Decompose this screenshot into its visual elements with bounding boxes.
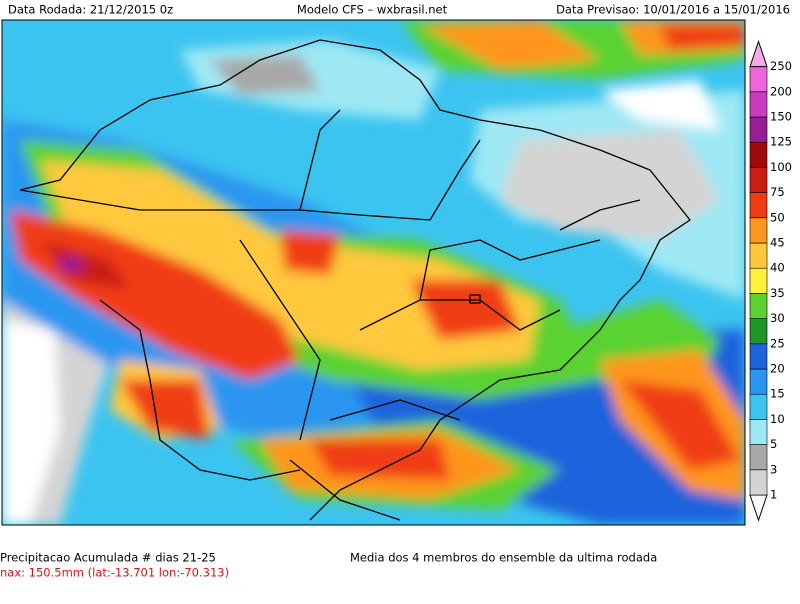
colorbar-label: 20 <box>770 362 785 376</box>
header-model: Modelo CFS – wxbrasil.net <box>297 3 448 17</box>
footer-max: nax: 150.5mm (lat:-13.701 lon:-70.313) <box>0 566 229 580</box>
colorbar-bin <box>749 242 768 269</box>
colorbar-bin <box>749 267 768 294</box>
header-run-date: Data Rodada: 21/12/2015 0z <box>8 3 173 17</box>
colorbar-label: 150 <box>770 110 792 124</box>
colorbar-label: 30 <box>770 311 785 325</box>
colorbar-bin <box>749 318 768 345</box>
colorbar-label: 3 <box>770 462 777 476</box>
colorbar-bin <box>749 469 768 496</box>
footer-note: Media dos 4 membros do ensemble da ultim… <box>350 551 657 565</box>
colorbar-bin <box>749 116 768 143</box>
colorbar-label: 15 <box>770 387 785 401</box>
colorbar-bin <box>749 141 768 168</box>
colorbar-bin <box>749 192 768 219</box>
colorbar-label: 25 <box>770 336 785 350</box>
precip-map <box>2 20 745 525</box>
colorbar-bin <box>749 91 768 118</box>
colorbar-label: 75 <box>770 185 785 199</box>
colorbar-bin <box>749 293 768 319</box>
colorbar-label: 10 <box>770 412 785 426</box>
colorbar-label: 45 <box>770 236 785 250</box>
colorbar-bin <box>749 217 768 244</box>
colorbar-label: 35 <box>770 286 785 300</box>
colorbar-bin <box>749 368 768 395</box>
colorbar-bin <box>749 343 768 370</box>
colorbar-label: 1 <box>770 488 777 502</box>
colorbar-arrow-high <box>749 39 768 68</box>
map-frame <box>1 19 746 526</box>
colorbar-arrow-low <box>749 494 768 522</box>
colorbar-label: 50 <box>770 210 785 224</box>
colorbar-bin <box>749 66 768 93</box>
colorbar-bin <box>749 444 768 471</box>
colorbar-bin <box>749 167 768 193</box>
header-forecast-date: Data Previsao: 10/01/2016 a 15/01/2016 <box>556 3 790 17</box>
colorbar-label: 250 <box>770 59 792 73</box>
colorbar-bin <box>749 393 768 420</box>
colorbar-bin <box>749 419 768 445</box>
colorbar-label: 200 <box>770 84 792 98</box>
colorbar-label: 100 <box>770 160 792 174</box>
colorbar-label: 125 <box>770 135 792 149</box>
footer-title: Precipitacao Acumulada # dias 21-25 <box>0 551 216 565</box>
colorbar-label: 40 <box>770 261 785 275</box>
colorbar-label: 5 <box>770 437 777 451</box>
